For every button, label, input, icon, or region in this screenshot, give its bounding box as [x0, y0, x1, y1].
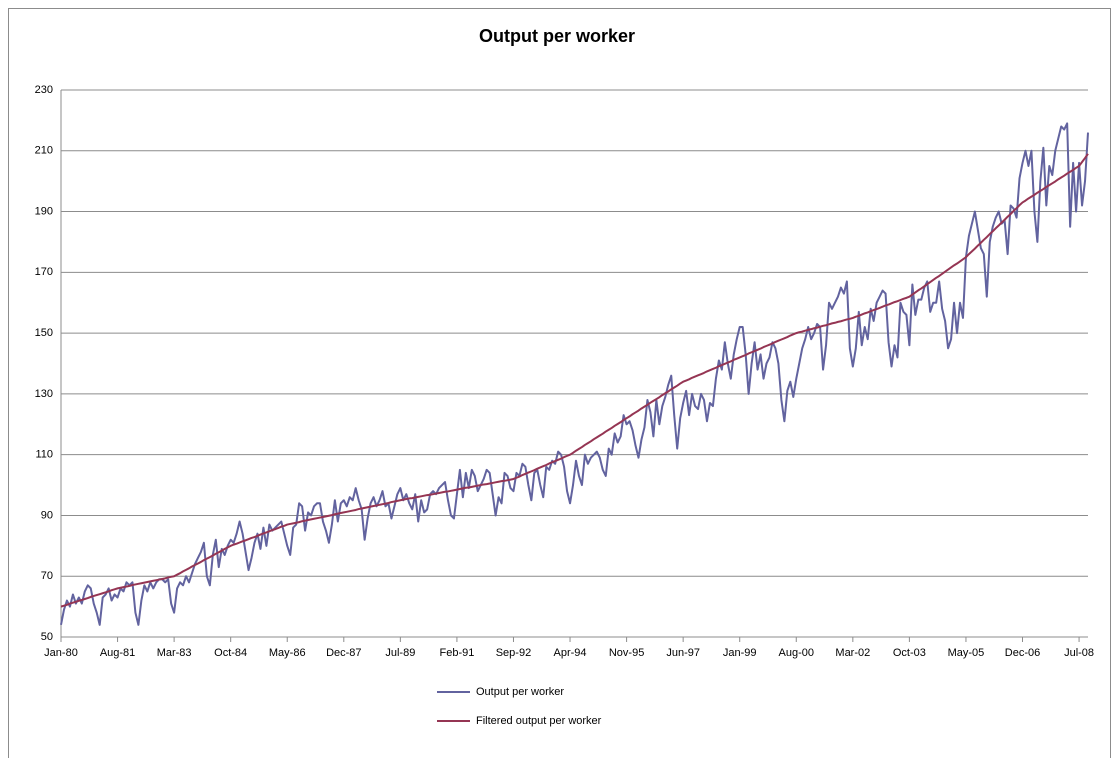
y-tick-label: 50 [41, 631, 53, 643]
x-tick-label: Jun-97 [666, 647, 700, 659]
y-tick-label: 170 [35, 266, 53, 278]
series-line [60, 122, 1089, 626]
x-tick-label: Apr-94 [554, 647, 587, 659]
x-tick-label: Nov-95 [609, 647, 644, 659]
legend-label: Output per worker [476, 686, 564, 698]
x-tick-label: Mar-83 [157, 647, 192, 659]
x-tick-label: Jan-99 [723, 647, 757, 659]
x-tick-label: Jan-80 [44, 647, 78, 659]
x-tick-label: Oct-84 [214, 647, 247, 659]
x-tick-label: Mar-02 [835, 647, 870, 659]
chart-title: Output per worker [479, 26, 635, 46]
x-tick-label: Aug-81 [100, 647, 135, 659]
x-tick-label: May-86 [269, 647, 306, 659]
y-tick-label: 70 [41, 570, 53, 582]
x-tick-label: Jul-08 [1064, 647, 1094, 659]
x-tick-label: Feb-91 [439, 647, 474, 659]
y-tick-label: 90 [41, 509, 53, 521]
y-tick-label: 230 [35, 84, 53, 96]
y-tick-label: 190 [35, 205, 53, 217]
y-tick-label: 110 [35, 449, 53, 461]
x-tick-label: Dec-06 [1005, 647, 1040, 659]
x-tick-label: Oct-03 [893, 647, 926, 659]
y-tick-label: 210 [35, 145, 53, 157]
x-tick-label: May-05 [948, 647, 985, 659]
x-tick-label: Jul-89 [385, 647, 415, 659]
series-line [60, 153, 1089, 608]
y-tick-label: 150 [35, 327, 53, 339]
x-tick-label: Sep-92 [496, 647, 531, 659]
x-tick-label: Aug-00 [779, 647, 814, 659]
x-tick-label: Dec-87 [326, 647, 361, 659]
legend-label: Filtered output per worker [476, 715, 602, 727]
chart-frame [8, 8, 1111, 758]
y-tick-label: 130 [35, 388, 53, 400]
